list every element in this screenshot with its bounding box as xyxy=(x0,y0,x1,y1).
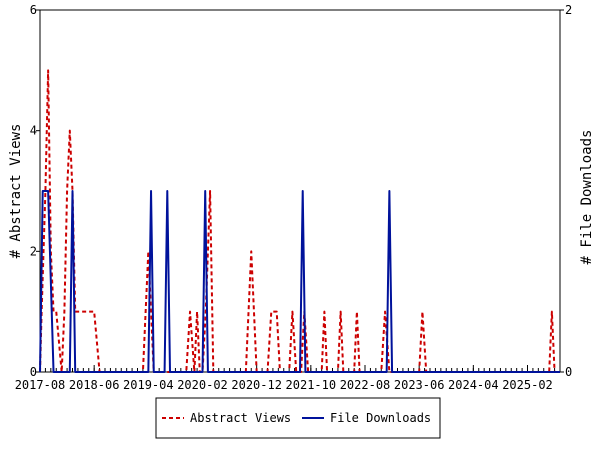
legend: Abstract Views File Downloads xyxy=(155,397,441,439)
x-tick-label: 2019-04 xyxy=(123,378,174,392)
x-tick-label: 2020-02 xyxy=(177,378,228,392)
left-y-tick-label: 6 xyxy=(30,3,37,17)
x-tick-label: 2024-04 xyxy=(448,378,499,392)
series-line-abstract-views xyxy=(39,69,556,373)
labels-layer: 2017-08 2018-06 2019-04 2020-02 2020-12 2021-… xyxy=(15,3,573,392)
legend-label-abstract-views: Abstract Views xyxy=(190,411,291,425)
right-y-tick-label: 2 xyxy=(565,3,572,17)
right-axis-title: # File Downloads xyxy=(579,130,595,265)
legend-box xyxy=(155,397,441,439)
left-axis-title: # Abstract Views xyxy=(8,124,24,259)
x-tick-label: 2017-08 xyxy=(15,378,66,392)
legend-label-file-downloads: File Downloads xyxy=(330,411,431,425)
series-layer xyxy=(39,69,560,373)
left-y-tick-label: 0 xyxy=(30,365,37,379)
right-y-tick-label: 0 xyxy=(565,365,572,379)
series-line-file-downloads xyxy=(39,190,560,373)
x-tick-label: 2021-10 xyxy=(286,378,337,392)
x-tick-label: 2018-06 xyxy=(69,378,120,392)
x-tick-label: 2022-08 xyxy=(340,378,391,392)
x-tick-label: 2023-06 xyxy=(394,378,445,392)
x-tick-label: 2020-12 xyxy=(231,378,282,392)
left-y-tick-label: 2 xyxy=(30,244,37,258)
left-y-tick-label: 4 xyxy=(30,124,37,138)
x-tick-label: 2025-02 xyxy=(502,378,553,392)
